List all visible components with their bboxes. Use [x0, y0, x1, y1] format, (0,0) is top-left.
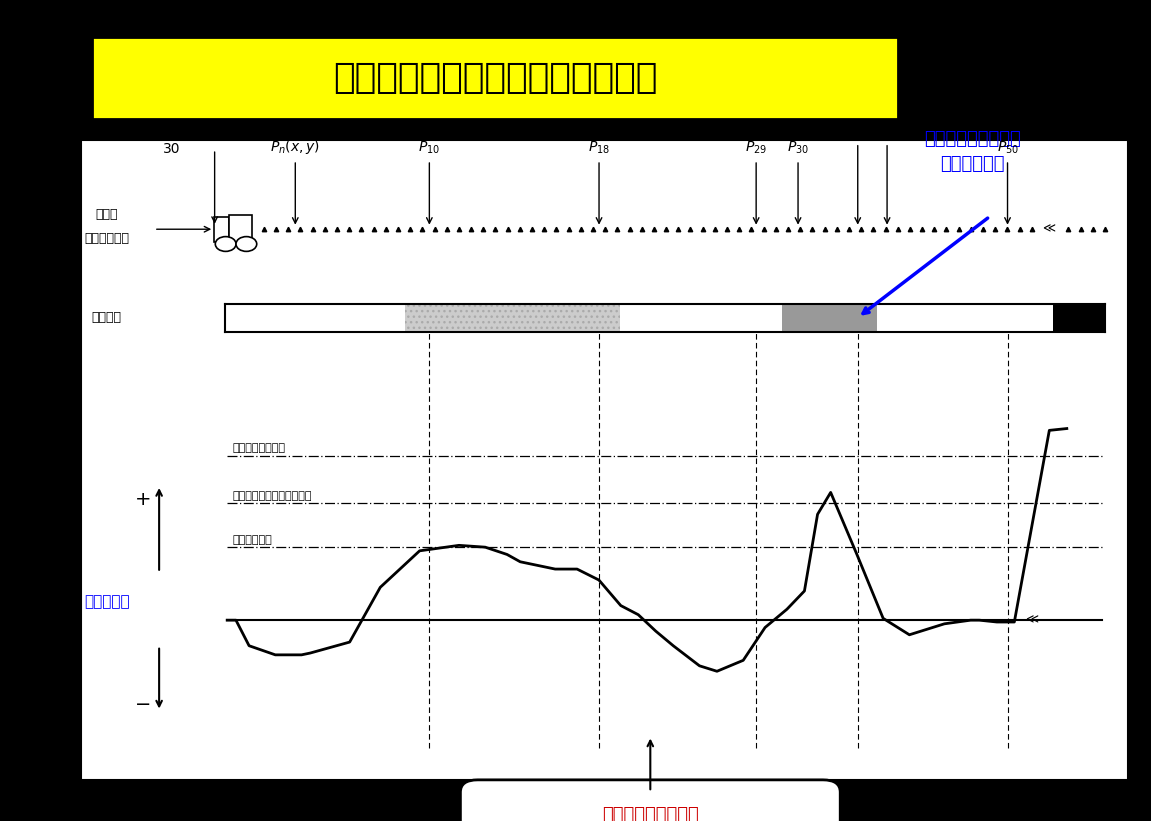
Circle shape: [236, 236, 257, 251]
FancyBboxPatch shape: [460, 780, 840, 821]
Text: ≪: ≪: [1042, 222, 1055, 236]
FancyBboxPatch shape: [92, 37, 898, 119]
Bar: [229, 215, 252, 243]
Text: $P_{10}$: $P_{10}$: [418, 140, 441, 156]
Text: +: +: [135, 490, 152, 509]
Text: ≪: ≪: [1026, 613, 1038, 626]
Text: クボタのトラクター傾き対策技術: クボタのトラクター傾き対策技術: [333, 61, 657, 95]
Text: 傾斜が急なエリアは
マップに記録: 傾斜が急なエリアは マップに記録: [924, 131, 1021, 173]
Text: 警告しきい値: 警告しきい値: [233, 534, 273, 544]
Circle shape: [215, 236, 236, 251]
Text: $P_{29}$: $P_{29}$: [745, 140, 767, 156]
Text: −: −: [135, 695, 152, 713]
Bar: [214, 217, 229, 241]
Text: $P_{35}$: $P_{35}$: [876, 120, 898, 136]
Text: 走行禁止しきい値: 走行禁止しきい値: [233, 443, 285, 453]
Text: $P_{34}$: $P_{34}$: [847, 120, 869, 136]
Text: $P_{30}$: $P_{30}$: [787, 140, 809, 156]
Text: $P_n(x,y)$: $P_n(x,y)$: [270, 138, 320, 156]
Text: 傾斜が急なエリアを
検知して手動切り替え: 傾斜が急なエリアを 検知して手動切り替え: [596, 805, 704, 821]
Text: 自動操舵走行禁止しきい値: 自動操舵走行禁止しきい値: [233, 491, 312, 501]
Text: 1: 1: [211, 129, 219, 143]
Text: $P_{50}$: $P_{50}$: [997, 140, 1019, 156]
Bar: [405, 304, 620, 332]
Text: $P_{18}$: $P_{18}$: [588, 140, 610, 156]
Text: （自車位置）: （自車位置）: [84, 232, 129, 245]
FancyBboxPatch shape: [81, 140, 1128, 780]
Text: 走行経路: 走行経路: [92, 311, 122, 324]
Bar: [226, 304, 1105, 332]
Text: 30: 30: [163, 141, 181, 156]
Bar: [1052, 304, 1105, 332]
Text: 走行点: 走行点: [96, 208, 119, 221]
Text: 車体傾斜角: 車体傾斜角: [84, 594, 130, 609]
Bar: [783, 304, 877, 332]
